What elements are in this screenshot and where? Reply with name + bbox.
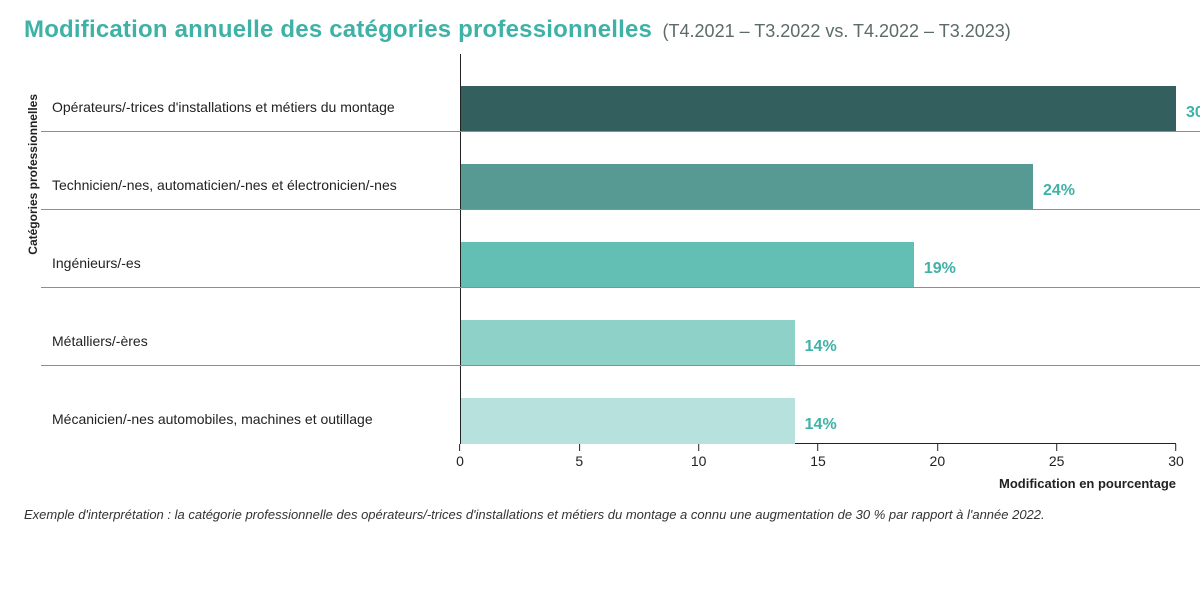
bar: 24% [461,164,1033,210]
x-tick-mark [1056,444,1057,451]
x-tick: 30 [1168,444,1184,469]
category-label: Technicien/-nes, automaticien/-nes et él… [40,177,397,195]
x-tick-mark [698,444,699,451]
x-tick: 15 [810,444,826,469]
bar-value-label: 24% [1043,182,1075,200]
x-tick-mark [937,444,938,451]
x-tick-label: 10 [691,453,707,469]
chart-title-main: Modification annuelle des catégories pro… [24,16,652,43]
bar: 14% [461,398,795,444]
chart-area: Catégories professionnelles Opérateurs/-… [24,54,1176,491]
chart-title-sub: (T4.2021 – T3.2022 vs. T4.2022 – T3.2023… [663,21,1011,41]
category-label: Métalliers/-ères [40,333,148,351]
bar-row: 30% [461,54,1176,132]
x-axis: 051015202530 [460,444,1176,474]
x-tick-label: 5 [575,453,583,469]
chart-title-row: Modification annuelle des catégories pro… [24,16,1176,44]
bar-row: 14% [461,288,1176,366]
x-axis-title: Modification en pourcentage [40,476,1176,491]
category-label-row: Mécanicien/-nes automobiles, machines et… [40,366,460,444]
bar-row: 14% [461,366,1176,444]
bar: 14% [461,320,795,366]
y-axis-title: Catégories professionnelles [24,94,40,255]
x-tick-label: 25 [1049,453,1065,469]
bar-value-label: 14% [805,416,837,434]
plot: Opérateurs/-trices d'installations et mé… [40,54,1176,491]
category-label: Opérateurs/-trices d'installations et mé… [40,99,395,117]
x-tick-mark [579,444,580,451]
category-label-row: Technicien/-nes, automaticien/-nes et él… [40,132,460,210]
x-tick-label: 30 [1168,453,1184,469]
bar-row: 24% [461,132,1176,210]
plot-inner: Opérateurs/-trices d'installations et mé… [40,54,1176,444]
category-label: Mécanicien/-nes automobiles, machines et… [40,411,373,429]
x-tick-mark [817,444,818,451]
x-tick: 0 [456,444,464,469]
category-label-row: Ingénieurs/-es [40,210,460,288]
x-tick-mark [1175,444,1176,451]
x-tick-label: 15 [810,453,826,469]
x-tick: 20 [930,444,946,469]
bar-value-label: 30% [1186,104,1200,122]
category-label-row: Opérateurs/-trices d'installations et mé… [40,54,460,132]
bar-row: 19% [461,210,1176,288]
bar-value-label: 14% [805,338,837,356]
category-labels-column: Opérateurs/-trices d'installations et mé… [40,54,460,444]
category-label-row: Métalliers/-ères [40,288,460,366]
x-tick-label: 20 [930,453,946,469]
x-tick: 10 [691,444,707,469]
x-tick: 25 [1049,444,1065,469]
x-tick-label: 0 [456,453,464,469]
x-tick: 5 [575,444,583,469]
bar: 19% [461,242,914,288]
x-tick-mark [459,444,460,451]
bar-value-label: 19% [924,260,956,278]
bar: 30% [461,86,1176,132]
footnote: Exemple d'interprétation : la catégorie … [24,507,1176,522]
category-label: Ingénieurs/-es [40,255,141,273]
bars-column: 30% 24% 19% 14% 14% [460,54,1176,444]
